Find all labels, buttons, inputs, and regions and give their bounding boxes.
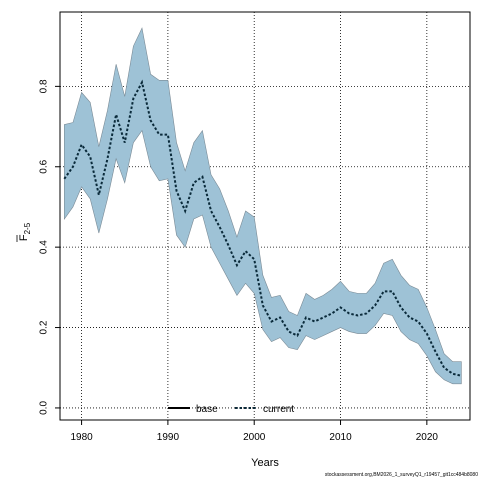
y-axis-title-main: F [18, 234, 30, 241]
x-axis-title: Years [251, 457, 279, 469]
x-axis: 1980 1990 2000 2010 2020 [70, 420, 438, 443]
legend-label-base: base [196, 404, 218, 415]
x-tick-label-1: 1990 [157, 432, 180, 443]
x-tick-label-4: 2020 [416, 432, 439, 443]
y-tick-label-1: 0.2 [39, 320, 50, 334]
x-tick-label-0: 1980 [70, 432, 93, 443]
footer-text: stockassessment.org,BM2026_1_surveyQ1_r1… [324, 472, 478, 478]
confidence-band [64, 27, 462, 385]
y-axis-title: F2-5 [16, 222, 32, 242]
x-tick-label-2: 2000 [243, 432, 266, 443]
grid-lines [60, 12, 470, 420]
y-axis: 0.0 0.2 0.4 0.6 0.8 [39, 79, 60, 415]
y-tick-label-3: 0.6 [39, 159, 50, 173]
series-lines [63, 79, 462, 377]
y-tick-label-4: 0.8 [39, 79, 50, 93]
legend-label-current: current [263, 404, 294, 415]
plot-frame [59, 11, 471, 421]
y-tick-label-2: 0.4 [39, 240, 50, 254]
legend: base current [168, 404, 294, 415]
svg-text:F2-5: F2-5 [18, 222, 32, 241]
series-line-current [63, 79, 462, 377]
y-axis-title-sub: 2-5 [23, 222, 32, 234]
y-tick-label-0: 0.0 [39, 401, 50, 415]
x-tick-label-3: 2010 [329, 432, 352, 443]
